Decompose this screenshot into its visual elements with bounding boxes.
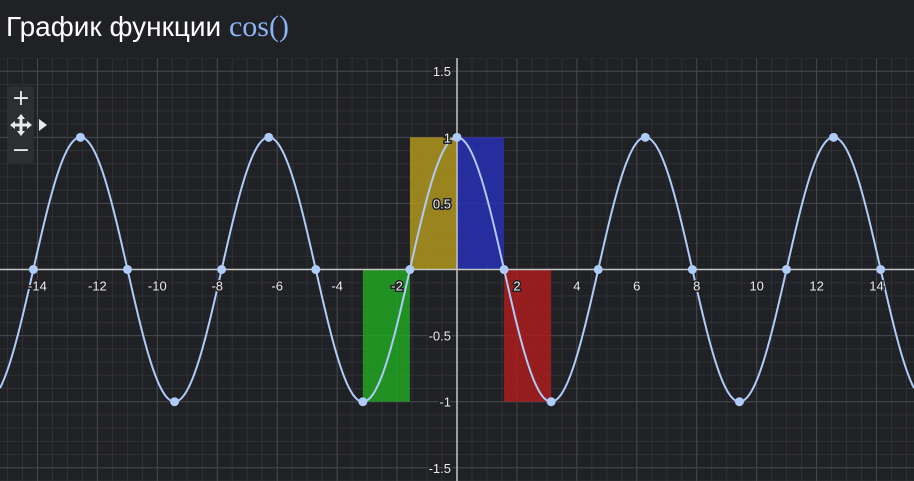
zero-point <box>782 264 792 274</box>
x-tick-label: 10 <box>749 279 763 294</box>
minimum-point <box>734 397 744 407</box>
x-tick-label: -12 <box>88 279 107 294</box>
y-tick-label: 1 <box>444 130 451 145</box>
x-tick-label: 4 <box>573 279 580 294</box>
zero-point <box>28 264 38 274</box>
x-tick-label: -4 <box>331 279 343 294</box>
maximum-point <box>640 132 650 142</box>
function-graph[interactable]: -14 -12 -10 -8 -6 -4 -2 2 4 6 8 10 12 14 -1.5 -1 -0.5 0.5… <box>0 58 914 481</box>
zoom-controls: + − <box>8 86 34 164</box>
area-rect-1 <box>362 269 410 402</box>
triangle-right-icon[interactable] <box>38 118 48 132</box>
function-label: cos() <box>228 10 289 43</box>
area-rect-3 <box>457 137 505 270</box>
x-tick-label: -10 <box>148 279 167 294</box>
x-tick-label: -14 <box>28 279 47 294</box>
move-arrows-icon[interactable] <box>8 112 34 138</box>
maximum-point <box>829 132 839 142</box>
area-rect-2 <box>409 137 457 270</box>
area-rectangles <box>362 137 552 402</box>
x-tick-label: 8 <box>693 279 700 294</box>
minimum-point <box>546 397 556 407</box>
zero-point <box>405 265 415 275</box>
y-tick-label: -1 <box>439 395 451 410</box>
area-rect-4 <box>504 269 552 402</box>
zero-point <box>311 265 321 275</box>
x-tick-label: -8 <box>211 279 223 294</box>
zero-point <box>876 264 886 274</box>
x-tick-label: -6 <box>271 279 283 294</box>
x-tick-label: -2 <box>391 279 403 294</box>
zero-point <box>593 265 603 275</box>
x-tick-label: 6 <box>633 279 640 294</box>
zero-point <box>687 265 697 275</box>
minimum-point <box>170 397 180 407</box>
y-tick-label: -1.5 <box>429 461 451 476</box>
marked-points <box>28 132 886 407</box>
maximum-point <box>264 132 274 142</box>
x-tick-label: 2 <box>513 279 520 294</box>
tick-labels: -14 -12 -10 -8 -6 -4 -2 2 4 6 8 10 12 14 -1.5 -1 -0.5 0.5… <box>27 63 886 478</box>
y-tick-label: 0.5 <box>433 196 451 211</box>
maximum-point <box>452 132 462 142</box>
plot-area[interactable]: -14 -12 -10 -8 -6 -4 -2 2 4 6 8 10 12 14 -1.5 -1 -0.5 0.5… <box>0 58 914 481</box>
x-tick-label: 14 <box>869 279 883 294</box>
y-tick-label: 1.5 <box>433 64 451 79</box>
title-text: График функции <box>6 11 222 42</box>
zero-point <box>122 264 132 274</box>
zero-point <box>217 265 227 275</box>
zoom-in-button[interactable]: + <box>11 86 31 111</box>
y-tick-label: -0.5 <box>429 329 451 344</box>
page-title: График функции cos() <box>6 10 289 44</box>
zoom-out-button[interactable]: − <box>11 138 31 163</box>
header: График функции cos() <box>0 0 914 58</box>
maximum-point <box>75 132 85 142</box>
zero-point <box>499 265 509 275</box>
minimum-point <box>358 397 368 407</box>
axes <box>0 58 914 481</box>
x-tick-label: 12 <box>809 279 823 294</box>
